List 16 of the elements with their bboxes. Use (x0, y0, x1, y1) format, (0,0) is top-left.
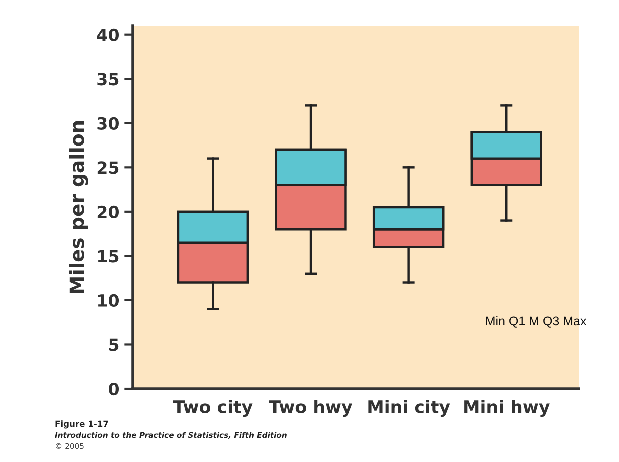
x-tick-label: Two hwy (269, 400, 353, 418)
y-tick-label: 5 (109, 338, 119, 352)
y-tick-label: 0 (109, 382, 120, 396)
y-tick-label: 20 (98, 206, 120, 218)
y-axis-title: Miles per gallon (69, 121, 88, 294)
y-tick-label: 40 (97, 28, 120, 42)
y-tick-label: 25 (98, 162, 119, 174)
caption: Figure 1-17 (56, 420, 108, 429)
y-tick-label: 30 (98, 117, 120, 130)
y-tick-label: 15 (98, 250, 119, 263)
x-tick-label: Two city (173, 400, 253, 418)
y-tick-label: 35 (98, 73, 119, 86)
x-tick-label: Mini hwy (464, 400, 550, 418)
y-tick-label: 10 (98, 294, 120, 308)
x-tick-label: Mini city (368, 400, 450, 418)
annotation: Min Q1 M Q3 Max (486, 316, 587, 328)
